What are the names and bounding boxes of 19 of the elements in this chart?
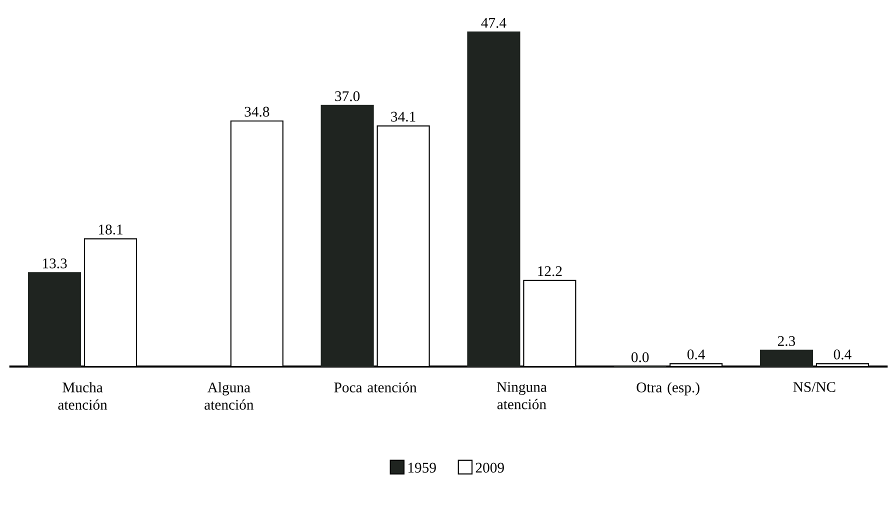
- data-label: 2.3: [778, 336, 796, 346]
- x-tick-label: Ninguna atención: [496, 382, 547, 410]
- data-label: 47.4: [481, 18, 506, 28]
- data-label: 13.3: [43, 258, 67, 268]
- data-label: 0.0: [631, 352, 649, 362]
- legend-label: 1959: [408, 462, 436, 472]
- data-label: 0.4: [834, 349, 852, 360]
- data-label: 34.8: [244, 106, 270, 116]
- data-label: 12.2: [538, 266, 562, 276]
- data-label: 37.0: [335, 91, 360, 101]
- x-tick-label: NS/NC: [793, 382, 836, 392]
- data-label: 34.1: [391, 112, 416, 122]
- x-tick-label: Mucha atención: [58, 382, 108, 410]
- x-tick-label: Poca atención: [334, 382, 417, 392]
- legend-label: 2009: [476, 462, 504, 472]
- x-tick-label: Otra (esp.): [636, 382, 700, 396]
- x-tick-label: Alguna atención: [204, 382, 254, 410]
- data-label: 18.1: [98, 224, 122, 234]
- data-label: 0.4: [687, 349, 706, 360]
